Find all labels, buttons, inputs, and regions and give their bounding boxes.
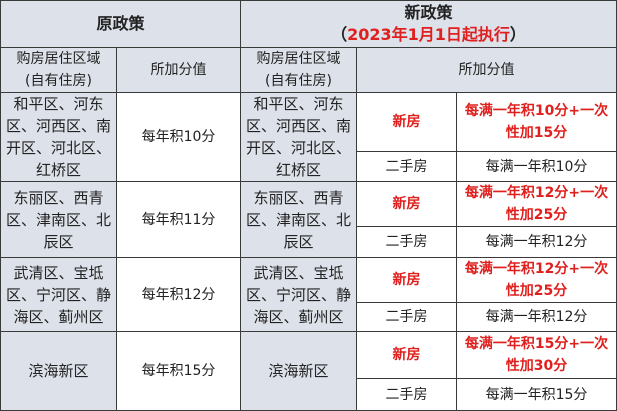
old-policy-header: 原政策	[0, 0, 242, 48]
new-region-cell: 东丽区、西青区、津南区、北辰区	[240, 181, 358, 258]
used-house-points: 每满一年积12分	[456, 302, 617, 332]
new-region-cell: 滨海新区	[240, 331, 358, 411]
old-region-header: 购房居住区域 (自有住房)	[0, 47, 117, 93]
table-row: 东丽区、西青区、津南区、北辰区 每年积11分 东丽区、西青区、津南区、北辰区 新…	[0, 181, 617, 258]
used-house-label: 二手房	[356, 151, 458, 182]
new-policy-effective-date: （2023年1月1日起执行）	[331, 25, 526, 44]
new-house-label: 新房	[356, 181, 458, 227]
used-house-points: 每满一年积10分	[456, 151, 617, 182]
new-region-cell: 武清区、宝坻区、宁河区、静海区、蓟州区	[240, 257, 358, 332]
new-region-cell: 和平区、河东区、河西区、南开区、河北区、红桥区	[240, 92, 358, 182]
region-header-line2: (自有住房)	[265, 73, 332, 89]
new-region-header: 购房居住区域 (自有住房)	[240, 47, 358, 93]
new-policy-header: 新政策 （2023年1月1日起执行）	[240, 0, 617, 48]
region-header-line1: 购房居住区域	[256, 51, 341, 67]
used-house-label: 二手房	[356, 226, 458, 258]
table-row: 滨海新区 每年积15分 滨海新区 新房 每满一年积15分+一次性加30分	[0, 331, 617, 411]
used-house-points: 每满一年积12分	[456, 226, 617, 258]
used-house-label: 二手房	[356, 302, 458, 332]
old-region-cell: 滨海新区	[0, 331, 117, 411]
new-points-header: 所加分值	[356, 47, 617, 93]
new-house-points: 每满一年积12分+一次性加25分	[456, 257, 617, 303]
table-row: 武清区、宝坻区、宁河区、静海区、蓟州区 每年积12分 武清区、宝坻区、宁河区、静…	[0, 257, 617, 332]
old-points-cell: 每年积10分	[115, 92, 242, 182]
new-house-points: 每满一年积12分+一次性加25分	[456, 181, 617, 227]
old-points-cell: 每年积12分	[115, 257, 242, 332]
old-region-cell: 和平区、河东区、河西区、南开区、河北区、红桥区	[0, 92, 117, 182]
old-points-cell: 每年积11分	[115, 181, 242, 258]
region-header-line2: (自有住房)	[25, 73, 92, 89]
used-house-label: 二手房	[356, 378, 458, 411]
region-header-line1: 购房居住区域	[16, 51, 101, 67]
new-house-points: 每满一年积10分+一次性加15分	[456, 92, 617, 152]
old-points-header: 所加分值	[115, 47, 242, 93]
old-region-cell: 东丽区、西青区、津南区、北辰区	[0, 181, 117, 258]
new-house-label: 新房	[356, 257, 458, 303]
old-region-cell: 武清区、宝坻区、宁河区、静海区、蓟州区	[0, 257, 117, 332]
used-house-points: 每满一年积15分	[456, 378, 617, 411]
new-policy-title: 新政策	[404, 3, 453, 22]
table-row: 和平区、河东区、河西区、南开区、河北区、红桥区 每年积10分 和平区、河东区、河…	[0, 92, 617, 182]
new-house-label: 新房	[356, 331, 458, 379]
old-points-cell: 每年积15分	[115, 331, 242, 411]
new-house-points: 每满一年积15分+一次性加30分	[456, 331, 617, 379]
new-house-label: 新房	[356, 92, 458, 152]
